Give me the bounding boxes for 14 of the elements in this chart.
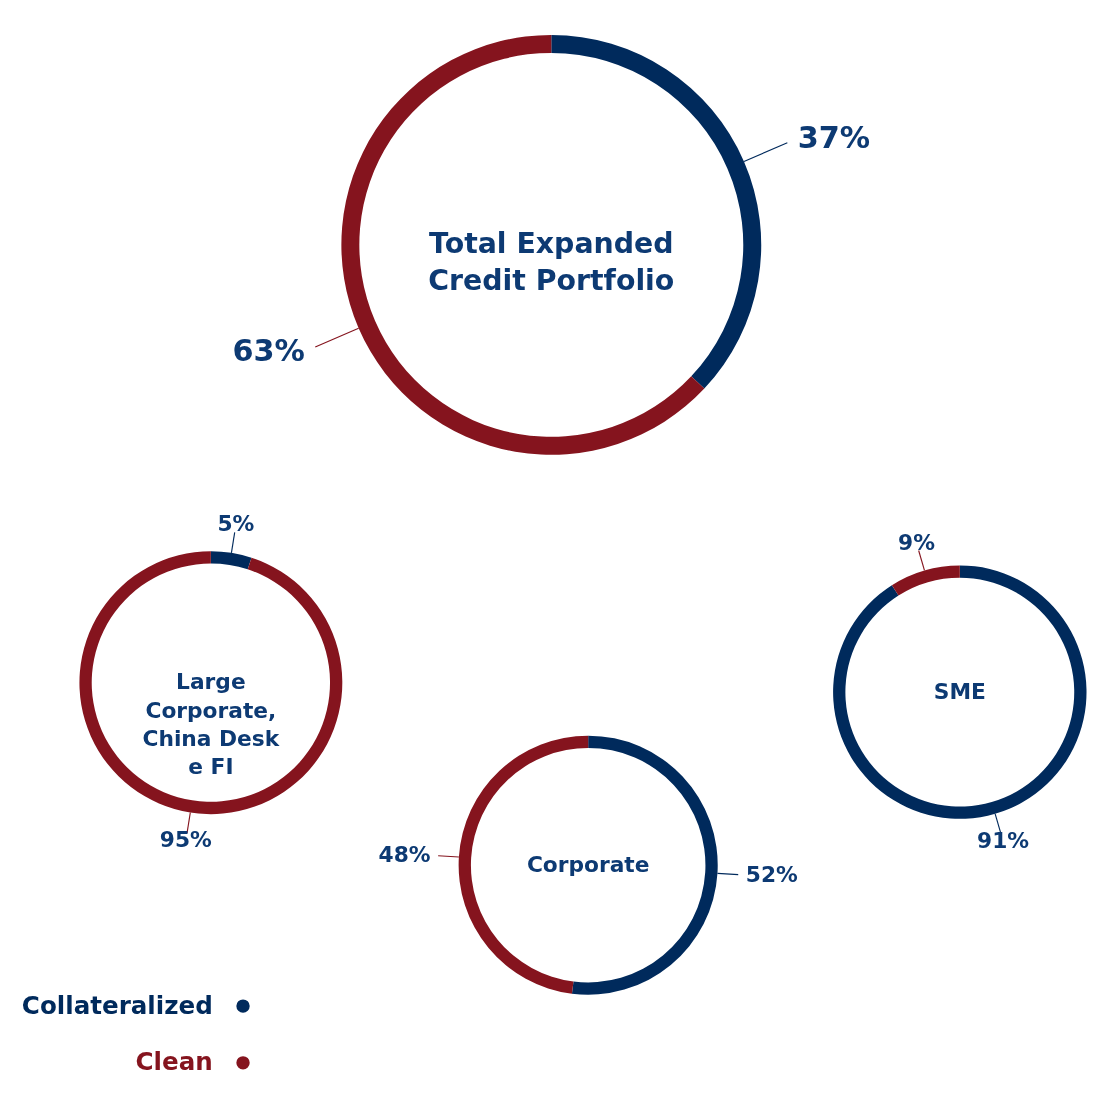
data-label: 37% [797,119,871,155]
text: Large Corporate, China Desk e FI [142,669,280,780]
text: Corporate [526,851,650,877]
data-label: 48% [378,841,431,867]
legend-label: Collateralized [21,990,213,1020]
text: SME [933,678,986,704]
data-label: 9% [898,529,936,555]
data-label: 95% [159,827,213,853]
text: Total Expanded Credit Portfolio [428,227,675,298]
data-label: 52% [745,861,799,887]
data-label: 91% [977,827,1030,853]
legend-label: Clean [135,1047,213,1077]
data-label: 63% [232,332,305,368]
data-label: 5% [217,511,255,537]
